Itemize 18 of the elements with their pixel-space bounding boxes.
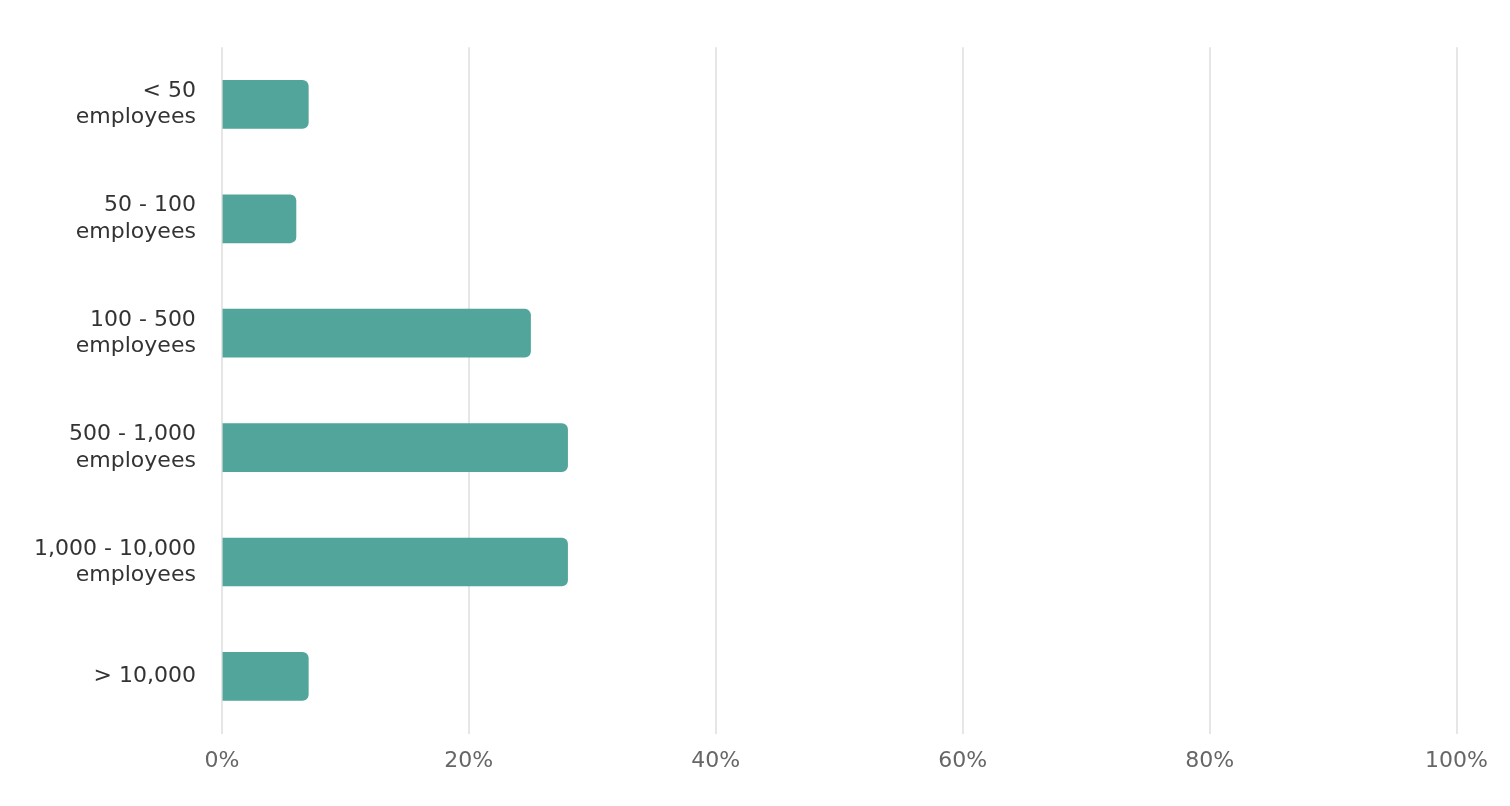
x-tick-label: 40% (691, 746, 741, 772)
y-tick-label: 500 - 1,000 employees (68, 420, 196, 472)
y-tick-label: > 10,000 (93, 662, 196, 688)
x-tick-label: 100% (1425, 746, 1489, 772)
x-tick-label: 80% (1185, 746, 1235, 772)
bar (222, 194, 297, 244)
bar (222, 423, 568, 472)
y-tick-label: 100 - 500 employees (75, 305, 196, 358)
x-tick-label: 60% (938, 746, 988, 772)
bar (222, 537, 568, 587)
bar (222, 80, 309, 129)
y-tick-label: 1,000 - 10,000 employees (33, 534, 196, 586)
bar (222, 652, 309, 701)
x-tick-label: 0% (204, 746, 240, 772)
y-tick-label: < 50 employees (75, 76, 196, 129)
bar (222, 308, 531, 358)
y-tick-label: 50 - 100 employees (75, 191, 196, 243)
x-tick-label: 20% (444, 746, 494, 772)
